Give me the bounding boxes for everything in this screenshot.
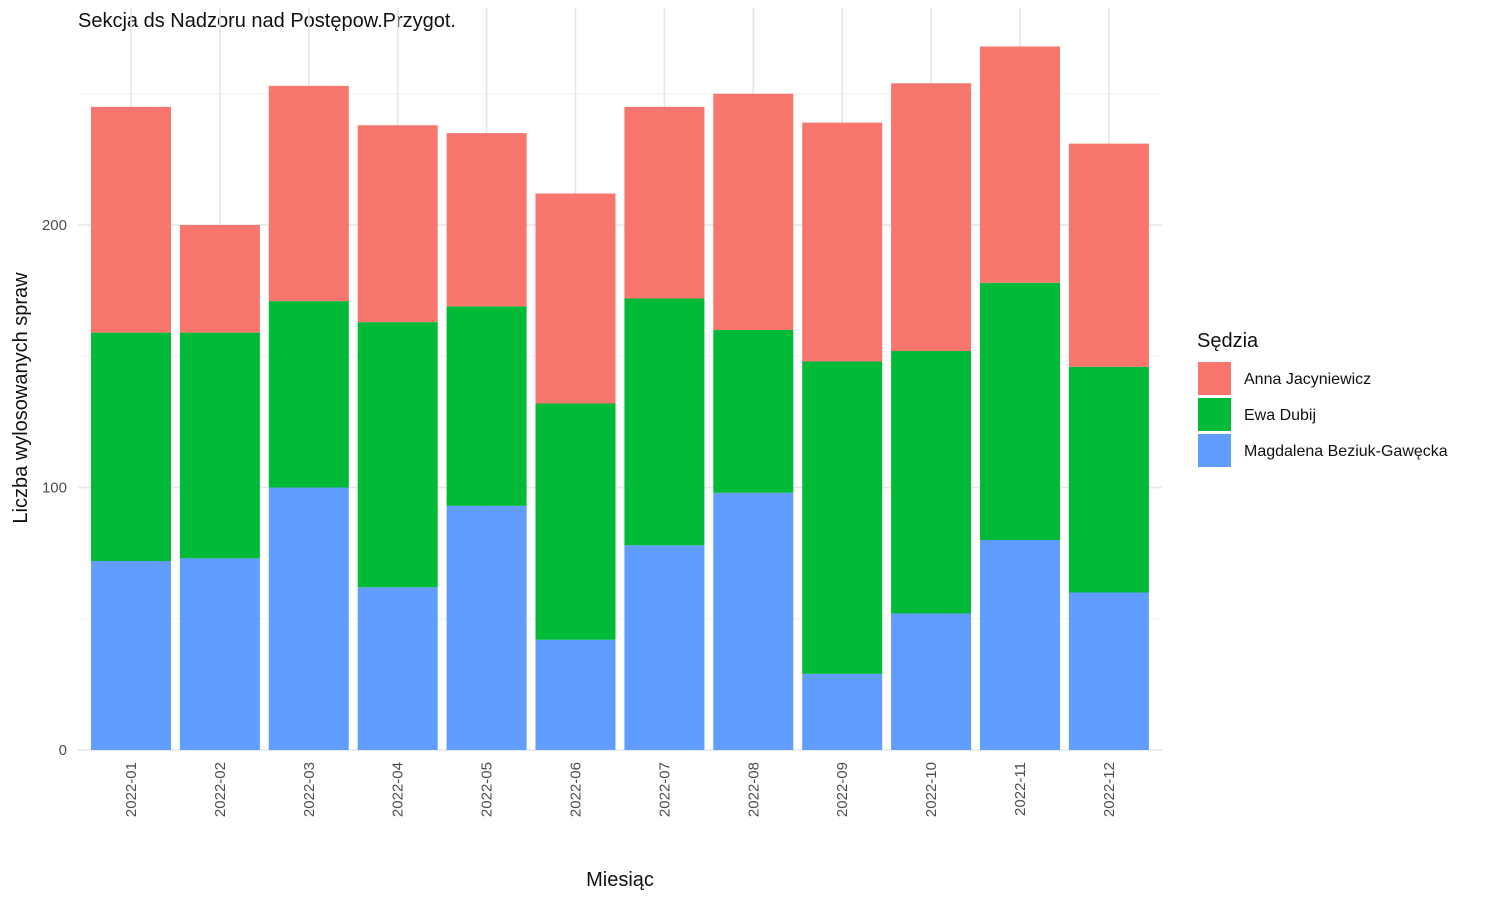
bar-segment bbox=[357, 125, 438, 323]
bar-segment bbox=[179, 558, 260, 750]
x-tick-label: 2022-10 bbox=[923, 762, 940, 817]
bar-segment bbox=[91, 332, 171, 561]
y-tick-label: 200 bbox=[42, 217, 67, 234]
bar-segment bbox=[91, 561, 171, 750]
x-tick-label: 2022-03 bbox=[301, 762, 318, 817]
bar-segment bbox=[713, 492, 794, 750]
x-axis-title: Miesiąc bbox=[586, 869, 654, 891]
bar-segment bbox=[1068, 592, 1149, 750]
bar-segment bbox=[357, 587, 438, 750]
bar-segment bbox=[179, 225, 260, 333]
bar-segment bbox=[179, 332, 260, 559]
bar-segment bbox=[268, 487, 349, 750]
bar-segment bbox=[980, 540, 1060, 750]
x-axis-ticks: 2022-01 2022-02 2022-03 2022-04 2022-05 2022-… bbox=[123, 762, 1118, 817]
x-tick-label: 2022-04 bbox=[390, 762, 407, 817]
legend-label: Anna Jacyniewicz bbox=[1244, 371, 1371, 388]
bar-segment bbox=[1068, 366, 1149, 593]
legend-title: Sędzia bbox=[1197, 330, 1259, 352]
bar-segment bbox=[535, 639, 616, 750]
x-tick-label: 2022-11 bbox=[1012, 762, 1029, 816]
legend-swatch bbox=[1198, 362, 1231, 395]
bar-segment bbox=[268, 85, 349, 302]
chart-title: Sekcja ds Nadzoru nad Postępow.Przygot. bbox=[78, 10, 456, 32]
bar-segment bbox=[535, 403, 616, 640]
bar-segment bbox=[713, 93, 794, 330]
bar-segment bbox=[1068, 143, 1149, 367]
y-axis-title: Liczba wylosowanych spraw bbox=[10, 272, 32, 524]
bar-segment bbox=[891, 613, 972, 750]
bar-segment bbox=[802, 361, 883, 674]
legend: Sędzia Anna Jacyniewicz Ewa Dubij Magdalen… bbox=[1197, 330, 1448, 467]
bar-segment bbox=[624, 106, 705, 299]
y-axis-ticks: 0 100 200 bbox=[42, 217, 67, 759]
bar-segment bbox=[624, 545, 705, 750]
x-tick-label: 2022-07 bbox=[656, 762, 673, 817]
y-tick-label: 100 bbox=[42, 480, 67, 497]
bar-segment bbox=[446, 133, 527, 307]
y-tick-label: 0 bbox=[59, 742, 67, 759]
legend-swatch bbox=[1198, 434, 1231, 467]
x-tick-label: 2022-09 bbox=[834, 762, 851, 817]
bar-segment bbox=[802, 673, 883, 750]
bar-segment bbox=[891, 83, 972, 351]
x-tick-label: 2022-01 bbox=[123, 762, 140, 817]
bar-segment bbox=[446, 306, 527, 506]
bar-segment bbox=[891, 351, 972, 614]
bar-segment bbox=[535, 193, 616, 404]
bar-segment bbox=[446, 505, 527, 750]
x-tick-label: 2022-08 bbox=[745, 762, 762, 817]
x-tick-label: 2022-12 bbox=[1101, 762, 1118, 817]
bar-segment bbox=[980, 46, 1060, 283]
bar-segment bbox=[980, 282, 1060, 540]
bar-segment bbox=[713, 330, 794, 493]
x-tick-label: 2022-06 bbox=[568, 762, 585, 817]
bar-segment bbox=[624, 298, 705, 546]
x-tick-label: 2022-05 bbox=[479, 762, 496, 817]
legend-label: Magdalena Beziuk-Gawęcka bbox=[1244, 443, 1448, 460]
bar-segment bbox=[802, 122, 883, 362]
bars bbox=[91, 46, 1149, 750]
legend-swatch bbox=[1198, 398, 1231, 431]
x-tick-label: 2022-02 bbox=[212, 762, 229, 817]
bar-segment bbox=[268, 301, 349, 488]
legend-label: Ewa Dubij bbox=[1244, 407, 1316, 424]
bar-segment bbox=[91, 106, 171, 333]
bar-segment bbox=[357, 322, 438, 588]
